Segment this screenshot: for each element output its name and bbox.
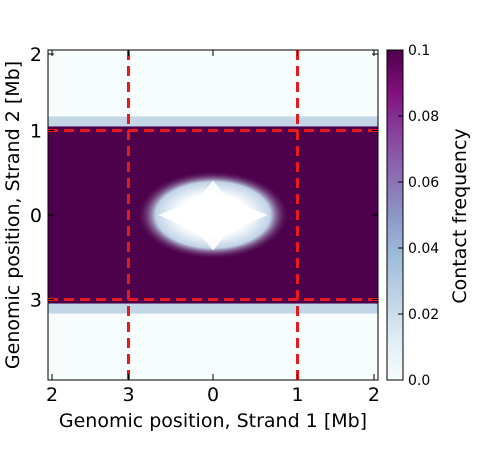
y-axis: 2 1 0 3 (30, 44, 378, 312)
x-axis-title: Genomic position, Strand 1 [Mb] (59, 410, 367, 432)
plot-area (48, 50, 378, 380)
y-tick-label: 2 (30, 44, 42, 66)
x-tick-label: 2 (46, 384, 58, 406)
x-tick-label: 0 (207, 384, 219, 406)
dashed-lines (48, 50, 378, 380)
colorbar-tick-label: 0.06 (408, 175, 439, 191)
colorbar-bar (386, 49, 404, 381)
colorbar-tick-label: 0.1 (408, 43, 430, 59)
colorbar: 0.0 0.02 0.04 0.06 0.08 0.1 Contact frequency (386, 43, 471, 389)
y-tick-label: 1 (30, 120, 42, 142)
y-tick-label: 0 (30, 205, 42, 227)
x-tick-label: 2 (368, 384, 380, 406)
colorbar-ticks: 0.0 0.02 0.04 0.06 0.08 0.1 (398, 43, 439, 389)
x-tick-label: 1 (291, 384, 303, 406)
y-axis-title: Genomic position, Strand 2 [Mb] (2, 61, 24, 369)
y-tick-label: 3 (30, 290, 42, 312)
colorbar-title: Contact frequency (449, 128, 471, 303)
colorbar-tick-label: 0.0 (408, 373, 430, 389)
colorbar-tick-label: 0.02 (408, 307, 439, 323)
x-tick-label: 3 (122, 384, 134, 406)
x-axis: 2 3 0 1 2 (46, 50, 380, 406)
colorbar-tick-label: 0.08 (408, 109, 439, 125)
central-hole-core (157, 180, 269, 251)
colorbar-tick-label: 0.04 (408, 241, 439, 257)
